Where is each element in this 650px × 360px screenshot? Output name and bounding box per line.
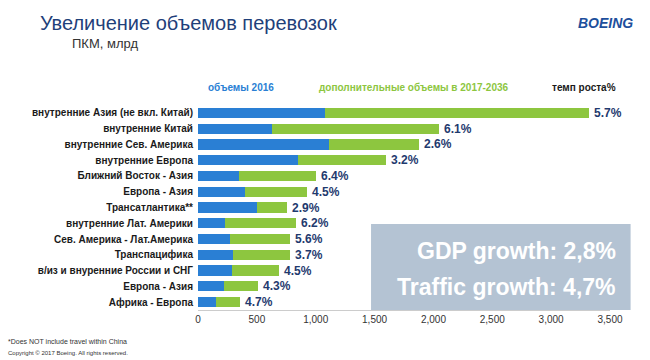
svg-text:2.9%: 2.9% <box>292 201 320 215</box>
svg-text:*Does NOT include travel withi: *Does NOT include travel within China <box>8 338 127 345</box>
svg-text:3,000: 3,000 <box>539 314 564 325</box>
svg-text:темп роста%: темп роста% <box>552 82 616 93</box>
svg-text:2,000: 2,000 <box>421 314 446 325</box>
svg-text:6.1%: 6.1% <box>444 122 472 136</box>
svg-text:Трансатлантика**: Трансатлантика** <box>106 202 193 213</box>
svg-text:ПКМ, млрд: ПКМ, млрд <box>72 36 138 51</box>
svg-text:Африка - Европа: Африка - Европа <box>109 297 194 308</box>
svg-text:Европа - Азия: Европа - Азия <box>123 281 193 292</box>
svg-text:внутренние Лат. Америки: внутренние Лат. Америки <box>66 218 193 229</box>
svg-text:5.7%: 5.7% <box>594 106 622 120</box>
svg-text:GDP growth: 2,8%: GDP growth: 2,8% <box>417 238 616 264</box>
svg-text:BOEING: BOEING <box>578 15 633 31</box>
svg-text:внутренние Сев. Америка: внутренние Сев. Америка <box>65 139 194 150</box>
svg-text:2.6%: 2.6% <box>424 137 452 151</box>
svg-text:в/из и внуренние России и СНГ: в/из и внуренние России и СНГ <box>38 265 194 276</box>
svg-text:Сев. Америка - Лат.Америка: Сев. Америка - Лат.Америка <box>54 234 193 245</box>
svg-text:4.7%: 4.7% <box>245 295 273 309</box>
svg-text:4.3%: 4.3% <box>263 279 291 293</box>
svg-text:Увеличение объемов перевозок: Увеличение объемов перевозок <box>40 12 337 34</box>
svg-text:Copyright © 2017 Boeing. All r: Copyright © 2017 Boeing. All rights rese… <box>8 350 128 356</box>
svg-text:500: 500 <box>249 314 266 325</box>
svg-text:внутренние Азия (не вкл. Китай: внутренние Азия (не вкл. Китай) <box>32 107 193 118</box>
svg-text:внутренние Европа: внутренние Европа <box>95 155 193 166</box>
svg-text:Европа - Азия: Европа - Азия <box>123 186 193 197</box>
svg-text:3.2%: 3.2% <box>391 153 419 167</box>
svg-text:1,500: 1,500 <box>362 314 387 325</box>
svg-text:Транспацифика: Транспацифика <box>115 249 194 260</box>
svg-text:Traffic growth: 4,7%: Traffic growth: 4,7% <box>397 274 616 300</box>
svg-text:6.4%: 6.4% <box>321 169 349 183</box>
svg-text:внутренние Китай: внутренние Китай <box>103 123 193 134</box>
svg-text:2,500: 2,500 <box>480 314 505 325</box>
svg-text:6.2%: 6.2% <box>301 216 329 230</box>
svg-text:объемы 2016: объемы 2016 <box>208 82 274 93</box>
svg-text:4.5%: 4.5% <box>284 264 312 278</box>
svg-text:дополнительные объемы в 2017-2: дополнительные объемы в 2017-2036 <box>319 82 509 93</box>
svg-text:3,500: 3,500 <box>597 314 622 325</box>
svg-text:1,000: 1,000 <box>303 314 328 325</box>
svg-text:0: 0 <box>195 314 201 325</box>
svg-text:4.5%: 4.5% <box>312 185 340 199</box>
svg-text:3.7%: 3.7% <box>295 248 323 262</box>
svg-text:Ближний Восток - Азия: Ближний Восток - Азия <box>77 170 193 181</box>
svg-text:5.6%: 5.6% <box>295 232 323 246</box>
